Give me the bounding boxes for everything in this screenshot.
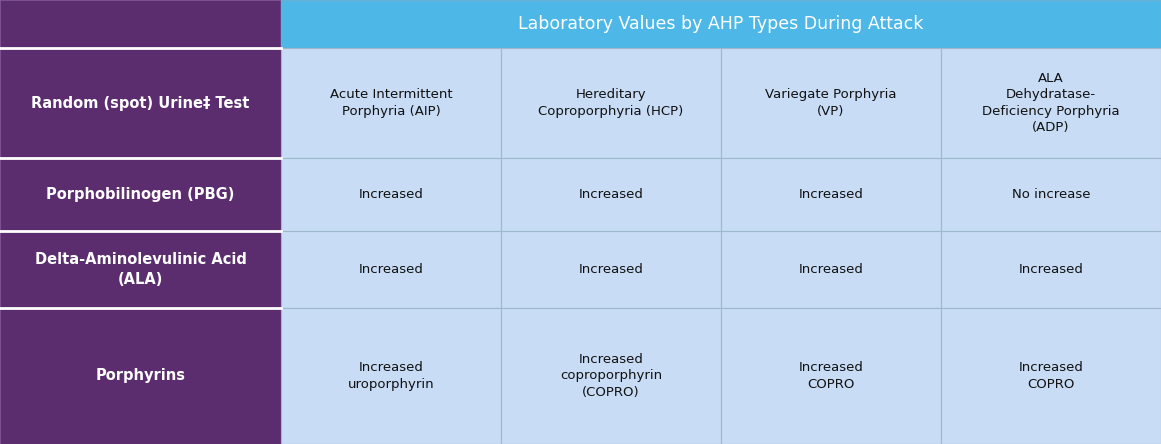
Text: Increased: Increased	[578, 188, 643, 201]
Bar	[502, 308, 721, 444]
Bar	[940, 48, 1161, 158]
Text: Porphyrins: Porphyrins	[95, 369, 186, 383]
Text: Variegate Porphyria
(VP): Variegate Porphyria (VP)	[765, 88, 896, 118]
Bar	[940, 231, 1161, 308]
Bar	[281, 158, 502, 231]
Text: Increased: Increased	[799, 263, 864, 276]
Text: Increased: Increased	[799, 188, 864, 201]
Text: Random (spot) Urine‡ Test: Random (spot) Urine‡ Test	[31, 95, 250, 111]
Text: Increased: Increased	[359, 263, 424, 276]
Text: Increased
COPRO: Increased COPRO	[799, 361, 864, 391]
Bar	[502, 231, 721, 308]
Bar	[721, 308, 940, 444]
Text: Increased: Increased	[578, 263, 643, 276]
Bar	[281, 231, 502, 308]
Text: Laboratory Values by AHP Types During Attack: Laboratory Values by AHP Types During At…	[518, 15, 924, 33]
Text: Porphobilinogen (PBG): Porphobilinogen (PBG)	[46, 187, 235, 202]
Bar	[502, 48, 721, 158]
Text: ALA
Dehydratase-
Deficiency Porphyria
(ADP): ALA Dehydratase- Deficiency Porphyria (A…	[982, 72, 1120, 134]
Bar	[281, 48, 502, 158]
Bar	[0, 0, 281, 444]
Bar	[940, 308, 1161, 444]
Text: Hereditary
Coproporphyria (HCP): Hereditary Coproporphyria (HCP)	[539, 88, 684, 118]
Text: Increased
COPRO: Increased COPRO	[1018, 361, 1083, 391]
Text: Increased
uroporphyrin: Increased uroporphyrin	[347, 361, 434, 391]
Bar	[502, 158, 721, 231]
Bar	[721, 158, 940, 231]
Bar	[721, 231, 940, 308]
Text: Increased: Increased	[1018, 263, 1083, 276]
Bar	[281, 308, 502, 444]
Bar	[940, 158, 1161, 231]
Text: Increased
coproporphyrin
(COPRO): Increased coproporphyrin (COPRO)	[560, 353, 662, 399]
Bar	[721, 48, 940, 158]
Text: No increase: No increase	[1011, 188, 1090, 201]
Bar	[281, 0, 1161, 48]
Text: Acute Intermittent
Porphyria (AIP): Acute Intermittent Porphyria (AIP)	[330, 88, 453, 118]
Text: Increased: Increased	[359, 188, 424, 201]
Text: Delta-Aminolevulinic Acid
(ALA): Delta-Aminolevulinic Acid (ALA)	[35, 252, 246, 287]
